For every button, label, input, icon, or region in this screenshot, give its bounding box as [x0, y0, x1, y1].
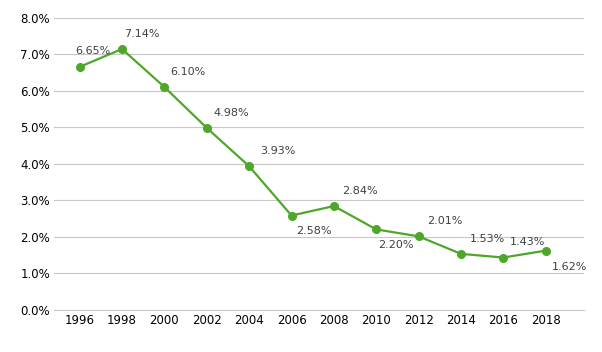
Text: 6.65%: 6.65% [75, 46, 111, 56]
Text: 6.10%: 6.10% [171, 67, 206, 77]
Text: 1.62%: 1.62% [552, 262, 588, 271]
Text: 2.20%: 2.20% [379, 240, 414, 250]
Text: 2.58%: 2.58% [296, 226, 331, 237]
Text: 7.14%: 7.14% [124, 29, 160, 39]
Text: 1.53%: 1.53% [470, 234, 504, 244]
Text: 2.01%: 2.01% [427, 216, 462, 226]
Text: 2.84%: 2.84% [343, 186, 378, 196]
Text: 3.93%: 3.93% [259, 146, 295, 156]
Text: 1.43%: 1.43% [510, 237, 545, 247]
Text: 4.98%: 4.98% [213, 108, 249, 118]
